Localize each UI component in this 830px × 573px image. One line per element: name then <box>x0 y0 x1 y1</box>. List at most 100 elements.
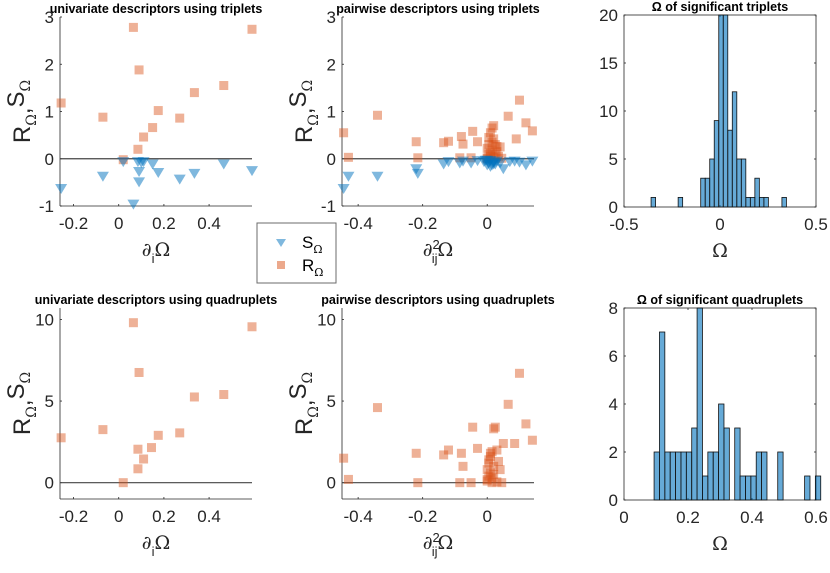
y-tick-label: 2 <box>609 443 618 462</box>
hist-bar <box>718 403 725 501</box>
point-R <box>490 150 500 160</box>
hist-bar <box>740 158 747 208</box>
point-R <box>175 113 185 123</box>
point-R <box>139 454 149 464</box>
x-tick-label: 0.2 <box>152 214 176 233</box>
y-tick-label: 20 <box>599 6 618 25</box>
y-tick-label: 10 <box>599 102 618 121</box>
point-R <box>247 24 257 34</box>
y-tick-label: 6 <box>609 347 618 366</box>
point-R <box>521 419 531 429</box>
y-tick-label: 10 <box>35 310 54 329</box>
y-tick-label: 2 <box>45 55 54 74</box>
point-R <box>443 445 453 455</box>
panel-uni-trip: univariate descriptors using triplets -0.… <box>3 2 262 266</box>
point-S <box>526 156 539 167</box>
point-R <box>455 478 465 488</box>
legend: SΩ RΩ <box>256 222 337 284</box>
point-R <box>133 464 143 474</box>
point-R <box>503 111 513 121</box>
point-R <box>343 474 353 484</box>
point-R <box>492 141 502 151</box>
y-tick-label: -1 <box>39 197 54 216</box>
y-axis-label: RΩ,SΩ <box>3 80 40 143</box>
point-R <box>510 438 520 448</box>
x-tick-label: 0 <box>482 507 491 526</box>
hist-bar <box>713 120 720 208</box>
point-R <box>189 88 199 98</box>
point-R <box>153 430 163 440</box>
x-axis-label: ∂2 ijΩ <box>423 237 454 266</box>
hist-bar <box>650 196 656 208</box>
point-S <box>497 164 510 175</box>
point-R <box>484 149 494 159</box>
panel-uni-quad: univariate descriptors using quadruplets… <box>3 293 277 559</box>
x-tick-label: 0 <box>114 214 123 233</box>
y-tick-label: 3 <box>327 8 336 27</box>
point-S <box>337 184 350 195</box>
point-R <box>489 134 499 144</box>
y-tick-label: 4 <box>609 395 618 414</box>
point-R <box>492 147 502 157</box>
x-tick-label: -0.2 <box>59 507 88 526</box>
point-R <box>128 318 138 328</box>
y-axis-label: RΩ,SΩ <box>285 80 322 143</box>
point-S <box>519 160 532 171</box>
point-S <box>127 199 140 210</box>
x-axis-label: Ω <box>712 533 728 555</box>
point-R <box>485 468 495 478</box>
point-R <box>439 138 449 148</box>
x-tick-label: -0.4 <box>343 507 372 526</box>
point-S <box>137 157 150 168</box>
point-S <box>96 171 109 182</box>
point-R <box>148 123 158 133</box>
x-tick-label: -0.2 <box>408 507 437 526</box>
point-R <box>473 443 483 453</box>
hist-bar <box>734 427 741 501</box>
point-R <box>484 140 494 150</box>
hist-bar <box>739 475 746 501</box>
y-tick-label: 0 <box>609 198 618 217</box>
point-R <box>372 403 382 413</box>
point-R <box>139 132 149 142</box>
point-R <box>133 144 143 154</box>
point-R <box>482 143 492 153</box>
hist-bar <box>685 451 693 501</box>
chart-title: pairwise descriptors using triplets <box>336 2 540 16</box>
point-R <box>339 453 349 463</box>
point-R <box>487 473 497 483</box>
hist-bar <box>745 196 751 208</box>
panel-pair-trip: pairwise descriptors using triplets-0.4-… <box>285 2 540 266</box>
y-axis-label: RΩ,SΩ <box>3 372 40 435</box>
x-tick-label: 0 <box>114 507 123 526</box>
hist-bar <box>669 451 676 501</box>
point-R <box>484 455 494 465</box>
hist-bar <box>755 451 762 501</box>
x-axis-label: ∂iΩ <box>142 239 170 266</box>
point-R <box>490 140 500 150</box>
point-R <box>492 445 502 455</box>
point-R <box>489 470 499 480</box>
x-tick-label: 0 <box>715 215 724 234</box>
point-S <box>513 157 526 168</box>
y-tick-label: 2 <box>327 55 336 74</box>
point-R <box>497 478 507 488</box>
x-tick-label: 0.4 <box>740 508 764 527</box>
x-tick-label: 0.2 <box>152 507 176 526</box>
hist-bar <box>700 177 706 208</box>
hist-bar <box>754 177 760 208</box>
point-R <box>503 399 513 409</box>
point-R <box>511 134 521 144</box>
point-R <box>456 132 466 142</box>
point-R <box>484 132 494 142</box>
point-R <box>527 435 537 445</box>
point-R <box>482 476 492 486</box>
point-R <box>484 458 494 468</box>
panel-hist-trip: Ω of significant triplets-0.5 0 0.50510152… <box>599 0 828 262</box>
point-R <box>487 123 497 133</box>
hist-bar <box>804 475 811 501</box>
hist-bar <box>781 196 787 208</box>
x-tick-label: 0.4 <box>197 214 221 233</box>
point-S <box>173 174 186 185</box>
hist-bar <box>763 196 769 208</box>
